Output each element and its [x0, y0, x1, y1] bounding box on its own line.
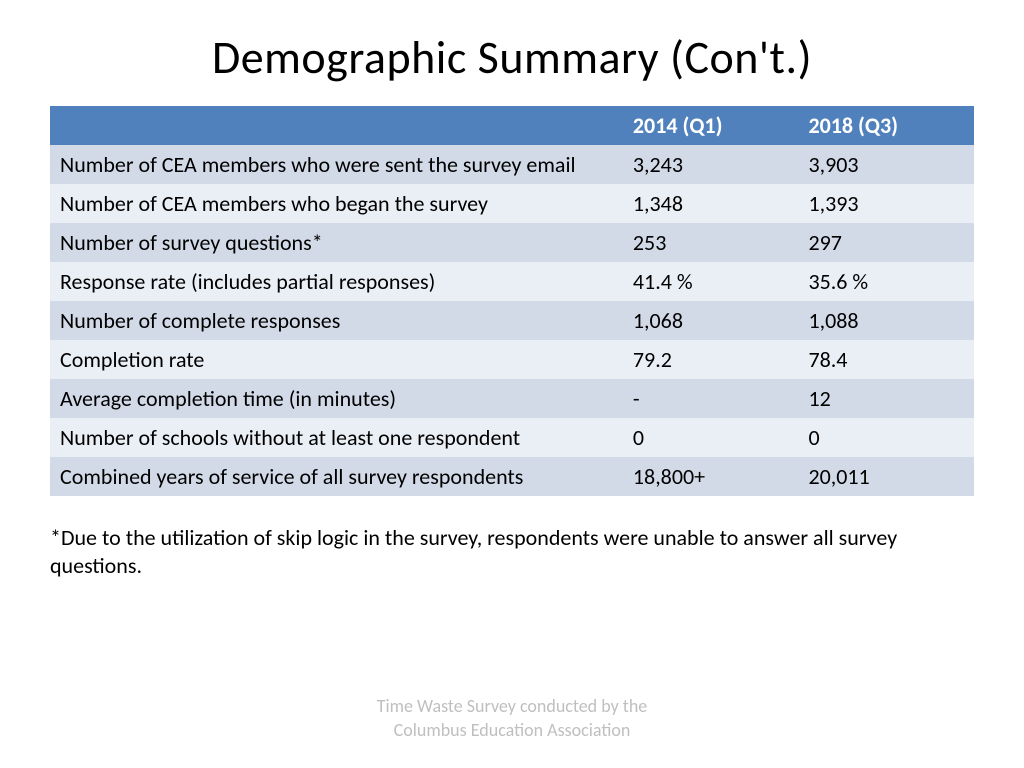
table-row: Completion rate 79.2 78.4 [50, 340, 974, 379]
metric-cell: Number of survey questions* [50, 223, 623, 262]
value-cell: 18,800+ [623, 457, 799, 496]
value-cell: 79.2 [623, 340, 799, 379]
metric-cell: Number of schools without at least one r… [50, 418, 623, 457]
value-cell: 1,068 [623, 301, 799, 340]
table-header-2018: 2018 (Q3) [798, 106, 974, 145]
table-row: Number of survey questions* 253 297 [50, 223, 974, 262]
attribution-line1: Time Waste Survey conducted by the [50, 695, 974, 718]
slide: Demographic Summary (Con't.) 2014 (Q1) 2… [0, 0, 1024, 768]
attribution-line2: Columbus Education Association [50, 719, 974, 742]
page-title: Demographic Summary (Con't.) [50, 30, 974, 86]
metric-cell: Number of CEA members who were sent the … [50, 145, 623, 184]
table-header-2014: 2014 (Q1) [623, 106, 799, 145]
table-row: Average completion time (in minutes) - 1… [50, 379, 974, 418]
value-cell: 1,393 [798, 184, 974, 223]
value-cell: 1,088 [798, 301, 974, 340]
metric-cell: Number of complete responses [50, 301, 623, 340]
table-row: Number of schools without at least one r… [50, 418, 974, 457]
metric-cell: Response rate (includes partial response… [50, 262, 623, 301]
metric-cell: Combined years of service of all survey … [50, 457, 623, 496]
value-cell: 12 [798, 379, 974, 418]
demographic-table: 2014 (Q1) 2018 (Q3) Number of CEA member… [50, 106, 974, 496]
value-cell: 253 [623, 223, 799, 262]
table-row: Combined years of service of all survey … [50, 457, 974, 496]
value-cell: - [623, 379, 799, 418]
attribution: Time Waste Survey conducted by the Colum… [50, 695, 974, 748]
table-header-row: 2014 (Q1) 2018 (Q3) [50, 106, 974, 145]
value-cell: 297 [798, 223, 974, 262]
value-cell: 0 [798, 418, 974, 457]
metric-cell: Completion rate [50, 340, 623, 379]
metric-cell: Average completion time (in minutes) [50, 379, 623, 418]
table-row: Number of CEA members who were sent the … [50, 145, 974, 184]
value-cell: 20,011 [798, 457, 974, 496]
value-cell: 1,348 [623, 184, 799, 223]
value-cell: 0 [623, 418, 799, 457]
value-cell: 78.4 [798, 340, 974, 379]
table-row: Number of complete responses 1,068 1,088 [50, 301, 974, 340]
value-cell: 3,903 [798, 145, 974, 184]
value-cell: 41.4 % [623, 262, 799, 301]
table-header-blank [50, 106, 623, 145]
value-cell: 35.6 % [798, 262, 974, 301]
metric-cell: Number of CEA members who began the surv… [50, 184, 623, 223]
footnote: *Due to the utilization of skip logic in… [50, 524, 974, 579]
table-row: Number of CEA members who began the surv… [50, 184, 974, 223]
table-row: Response rate (includes partial response… [50, 262, 974, 301]
value-cell: 3,243 [623, 145, 799, 184]
